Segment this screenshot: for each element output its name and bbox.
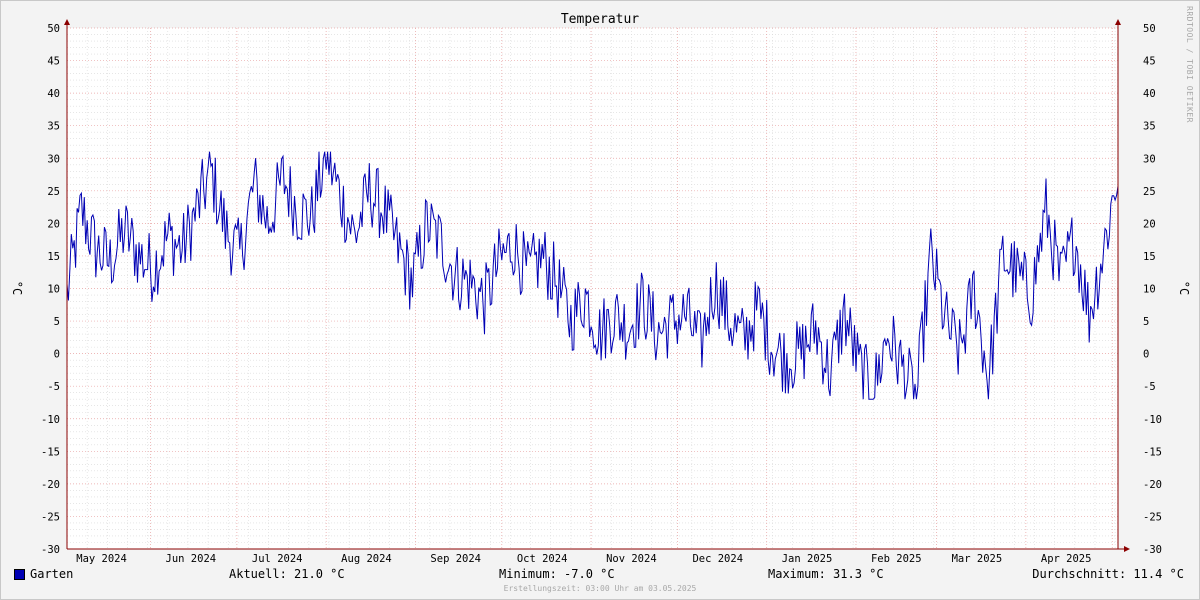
legend-average: Durchschnitt: 11.4 °C (1032, 567, 1184, 581)
y-tick-label-left: 40 (47, 88, 60, 100)
y-tick-label-left: 25 (47, 186, 60, 198)
legend: Garten Aktuell: 21.0 °C Minimum: -7.0 °C… (0, 567, 1200, 585)
y-tick-label-right: -5 (1143, 381, 1156, 393)
y-tick-label-right: 0 (1143, 349, 1149, 361)
y-axis-arrow-left (64, 19, 70, 25)
y-tick-label-left: -20 (41, 479, 60, 491)
legend-minimum: Minimum: -7.0 °C (499, 567, 615, 581)
legend-series-name: Garten (30, 567, 74, 581)
y-tick-label-right: 30 (1143, 153, 1156, 165)
y-tick-label-right: -10 (1143, 414, 1162, 426)
x-axis-arrow (1124, 546, 1130, 552)
series-layer (66, 151, 1119, 400)
y-tick-label-right: -30 (1143, 544, 1162, 556)
grid (66, 27, 1118, 550)
y-tick-label-right: -25 (1143, 511, 1162, 523)
series-line-garten (66, 151, 1119, 400)
x-tick-label: Jun 2024 (166, 553, 217, 565)
x-tick-label: Mar 2025 (952, 553, 1003, 565)
chart-title: Temperatur (561, 12, 639, 27)
x-tick-label: Dec 2024 (692, 553, 743, 565)
y-tick-label-right: 40 (1143, 88, 1156, 100)
y-tick-label-left: 5 (54, 316, 60, 328)
y-tick-label-left: -10 (41, 414, 60, 426)
x-tick-label: Aug 2024 (341, 553, 392, 565)
x-tick-label: Apr 2025 (1041, 553, 1092, 565)
y-tick-label-left: -30 (41, 544, 60, 556)
x-tick-label: Oct 2024 (517, 553, 568, 565)
y-axis-arrow-right (1115, 19, 1121, 25)
legend-current: Aktuell: 21.0 °C (229, 567, 345, 581)
legend-maximum: Maximum: 31.3 °C (768, 567, 884, 581)
y-tick-label-left: 35 (47, 121, 60, 133)
y-tick-label-right: 45 (1143, 56, 1156, 68)
legend-swatch (14, 569, 25, 580)
y-tick-label-left: 0 (54, 349, 60, 361)
y-axis-label-left: °C (10, 281, 24, 295)
y-tick-label-left: -15 (41, 446, 60, 458)
y-axis-label-right: °C (1177, 281, 1191, 295)
y-tick-label-right: 10 (1143, 284, 1156, 296)
x-tick-label: Sep 2024 (430, 553, 481, 565)
y-tick-label-right: 50 (1143, 23, 1156, 35)
axes (64, 19, 1130, 552)
y-tick-label-left: 45 (47, 56, 60, 68)
y-tick-label-right: 25 (1143, 186, 1156, 198)
creation-time: Erstellungszeit: 03:00 Uhr am 03.05.2025 (503, 584, 697, 593)
y-tick-label-left: 30 (47, 153, 60, 165)
y-tick-label-right: 35 (1143, 121, 1156, 133)
y-tick-label-left: 50 (47, 23, 60, 35)
y-tick-label-right: -15 (1143, 446, 1162, 458)
y-tick-label-left: 15 (47, 251, 60, 263)
y-tick-label-left: 20 (47, 218, 60, 230)
y-tick-label-right: 15 (1143, 251, 1156, 263)
x-tick-label: May 2024 (76, 553, 127, 565)
y-tick-label-left: -25 (41, 511, 60, 523)
y-tick-label-right: -20 (1143, 479, 1162, 491)
x-tick-label: Jul 2024 (252, 553, 303, 565)
x-tick-label: Nov 2024 (606, 553, 657, 565)
y-tick-label-left: -5 (47, 381, 60, 393)
y-tick-label-left: 10 (47, 284, 60, 296)
y-tick-label-right: 20 (1143, 218, 1156, 230)
x-tick-label: Feb 2025 (871, 553, 922, 565)
watermark: RRDTOOL / TOBI OETIKER (1185, 6, 1194, 123)
y-tick-label-right: 5 (1143, 316, 1149, 328)
x-tick-label: Jan 2025 (782, 553, 833, 565)
